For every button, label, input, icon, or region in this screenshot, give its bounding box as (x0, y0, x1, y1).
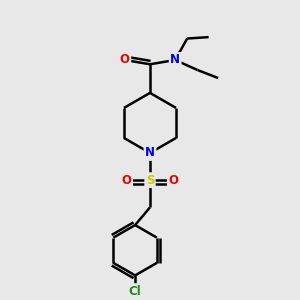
Text: O: O (169, 174, 178, 187)
Text: N: N (145, 146, 155, 160)
Text: N: N (170, 53, 180, 67)
Text: Cl: Cl (129, 285, 142, 298)
Text: O: O (120, 53, 130, 67)
Text: O: O (122, 174, 131, 187)
Text: S: S (146, 174, 154, 187)
